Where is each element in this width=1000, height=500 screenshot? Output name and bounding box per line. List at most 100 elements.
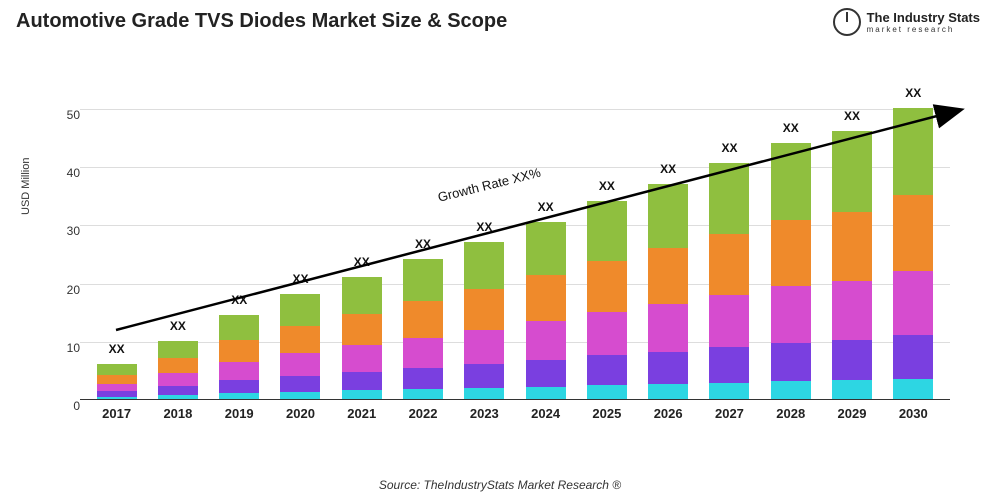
- bar-segment: [648, 384, 688, 399]
- x-category-label: 2022: [409, 406, 438, 421]
- bar-stack: [342, 277, 382, 399]
- bar-segment: [771, 143, 811, 220]
- bar-column: XX2022: [392, 80, 453, 399]
- chart-title: Automotive Grade TVS Diodes Market Size …: [16, 10, 507, 33]
- bar-column: XX2024: [515, 80, 576, 399]
- bar-segment: [587, 355, 627, 385]
- bar-segment: [648, 184, 688, 249]
- bar-stack: [709, 163, 749, 399]
- bar-stack: [832, 131, 872, 399]
- bar-segment: [893, 379, 933, 399]
- bar-segment: [709, 383, 749, 399]
- bar-segment: [97, 384, 137, 392]
- x-category-label: 2017: [102, 406, 131, 421]
- bar-segment: [342, 314, 382, 346]
- bar-column: XX2029: [821, 80, 882, 399]
- bar-column: XX2021: [331, 80, 392, 399]
- source-caption: Source: TheIndustryStats Market Research…: [0, 478, 1000, 492]
- bar-segment: [893, 195, 933, 271]
- bar-segment: [464, 289, 504, 330]
- bar-value-label: XX: [844, 109, 860, 123]
- bar-segment: [219, 362, 259, 381]
- x-category-label: 2018: [163, 406, 192, 421]
- bar-value-label: XX: [599, 179, 615, 193]
- y-tick: 30: [54, 224, 80, 238]
- plot-region: XX2017XX2018XX2019XX2020XX2021XX2022XX20…: [80, 80, 950, 400]
- bar-column: XX2026: [638, 80, 699, 399]
- bar-value-label: XX: [354, 255, 370, 269]
- bar-segment: [158, 341, 198, 358]
- bar-value-label: XX: [109, 342, 125, 356]
- bar-segment: [280, 326, 320, 353]
- bar-stack: [97, 364, 137, 399]
- bar-segment: [709, 234, 749, 295]
- bar-segment: [526, 222, 566, 275]
- bar-value-label: XX: [721, 141, 737, 155]
- bar-segment: [342, 372, 382, 390]
- y-tick: 40: [54, 166, 80, 180]
- bar-segment: [526, 275, 566, 321]
- y-axis-label: USD Million: [20, 158, 32, 215]
- bar-segment: [219, 393, 259, 399]
- bar-value-label: XX: [476, 220, 492, 234]
- bar-value-label: XX: [905, 86, 921, 100]
- y-tick: 50: [54, 108, 80, 122]
- bar-segment: [280, 294, 320, 325]
- x-category-label: 2021: [347, 406, 376, 421]
- bar-segment: [832, 281, 872, 340]
- bar-segment: [219, 380, 259, 393]
- bar-value-label: XX: [231, 293, 247, 307]
- x-category-label: 2027: [715, 406, 744, 421]
- bar-stack: [158, 341, 198, 399]
- bar-stack: [771, 143, 811, 399]
- bar-stack: [464, 242, 504, 399]
- bar-segment: [464, 330, 504, 365]
- bar-container: XX2017XX2018XX2019XX2020XX2021XX2022XX20…: [80, 80, 950, 399]
- chart-area: USD Million 01020304050 XX2017XX2018XX20…: [60, 70, 970, 440]
- bar-segment: [709, 295, 749, 347]
- bar-segment: [526, 387, 566, 399]
- bar-segment: [280, 376, 320, 392]
- logo-line2: market research: [867, 25, 980, 34]
- bar-segment: [893, 271, 933, 335]
- bar-segment: [403, 389, 443, 399]
- bar-segment: [464, 364, 504, 388]
- bar-segment: [97, 397, 137, 399]
- bar-segment: [771, 343, 811, 381]
- bar-column: XX2020: [270, 80, 331, 399]
- x-category-label: 2020: [286, 406, 315, 421]
- x-category-label: 2030: [899, 406, 928, 421]
- bar-segment: [526, 360, 566, 387]
- bar-segment: [158, 358, 198, 373]
- bar-stack: [403, 259, 443, 399]
- bar-stack: [893, 108, 933, 399]
- bar-segment: [709, 163, 749, 234]
- bar-segment: [219, 315, 259, 340]
- bar-column: XX2019: [209, 80, 270, 399]
- x-category-label: 2019: [225, 406, 254, 421]
- bar-segment: [403, 338, 443, 369]
- bar-stack: [526, 222, 566, 399]
- brand-logo: The Industry Stats market research: [833, 8, 980, 36]
- y-tick: 20: [54, 283, 80, 297]
- bar-column: XX2028: [760, 80, 821, 399]
- bar-column: XX2030: [883, 80, 944, 399]
- bar-segment: [403, 368, 443, 389]
- bar-stack: [280, 294, 320, 399]
- bar-segment: [342, 277, 382, 314]
- bar-segment: [587, 312, 627, 356]
- bar-segment: [158, 386, 198, 395]
- bar-segment: [587, 261, 627, 312]
- bar-segment: [342, 345, 382, 372]
- bar-segment: [464, 242, 504, 289]
- logo-line1: The Industry Stats: [867, 10, 980, 25]
- bar-segment: [280, 353, 320, 376]
- bar-segment: [771, 286, 811, 342]
- bar-stack: [587, 201, 627, 399]
- bar-stack: [648, 184, 688, 399]
- bar-segment: [648, 352, 688, 384]
- bar-segment: [587, 201, 627, 260]
- bar-segment: [342, 390, 382, 399]
- bar-segment: [158, 373, 198, 386]
- bar-value-label: XX: [660, 162, 676, 176]
